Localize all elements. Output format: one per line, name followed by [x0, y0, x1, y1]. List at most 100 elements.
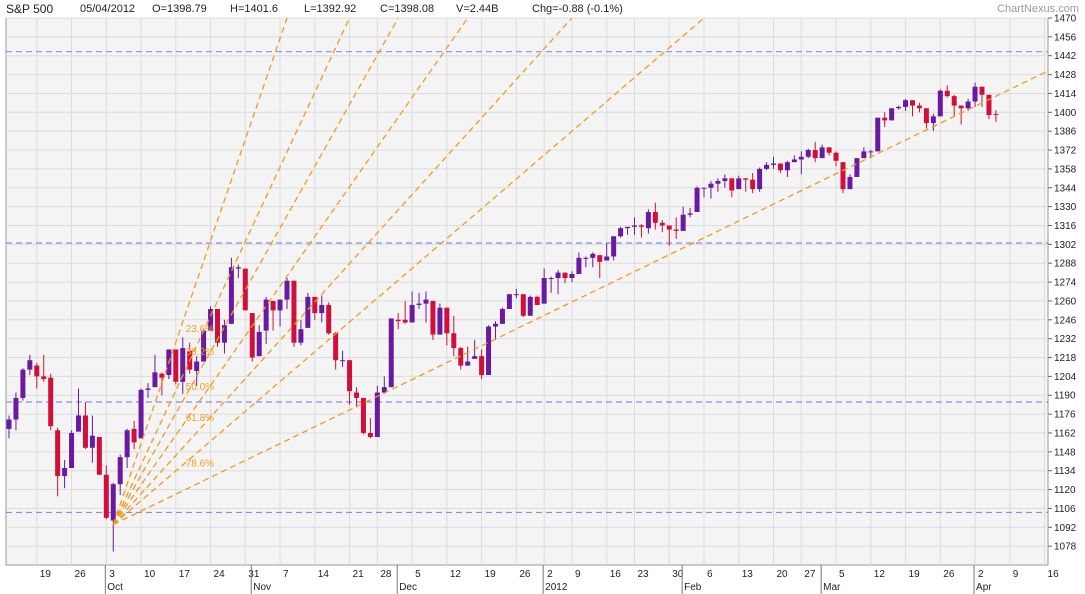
candle	[458, 346, 464, 370]
candle-body	[354, 392, 359, 398]
candle	[145, 383, 151, 398]
candle-body	[910, 100, 915, 106]
y-tick-label: 1456	[1054, 32, 1077, 43]
x-tick-label: 31	[248, 569, 260, 580]
candle	[590, 252, 596, 268]
candle	[826, 147, 832, 156]
candle-body	[312, 296, 318, 314]
candle	[402, 300, 408, 324]
candle	[96, 437, 102, 475]
chart-header: S&P 500 05/04/2012 O=1398.79 H=1401.6 L=…	[0, 0, 1085, 18]
x-tick-label: 19	[40, 569, 52, 580]
x-tick-label: 2	[978, 569, 984, 580]
x-tick-label: 3	[109, 569, 115, 580]
x-tick-label: 20	[777, 569, 789, 580]
fan-label: 61.8%	[186, 413, 214, 424]
y-tick-label: 1134	[1054, 466, 1076, 477]
candle-body	[708, 183, 714, 188]
candle-body	[27, 360, 33, 370]
candle	[638, 224, 644, 238]
candle-body	[103, 474, 109, 518]
candle-body	[194, 361, 200, 371]
month-label: Oct	[107, 582, 123, 593]
candle	[805, 148, 811, 159]
candle	[479, 349, 485, 380]
candle	[201, 329, 207, 362]
candle	[666, 225, 672, 246]
y-tick-label: 1414	[1054, 89, 1077, 100]
candle	[82, 401, 88, 450]
y-tick-label: 1386	[1054, 127, 1077, 138]
candle	[41, 354, 47, 382]
month-label: Apr	[976, 582, 992, 593]
y-tick-label: 1358	[1054, 164, 1077, 175]
plot-area	[5, 17, 1049, 566]
candle-body	[506, 294, 512, 310]
candle	[76, 388, 81, 432]
candle-body	[687, 213, 693, 215]
candle-body	[89, 435, 95, 448]
candle-body	[736, 178, 742, 190]
candle-body	[333, 333, 339, 361]
candle-body	[180, 348, 186, 382]
candle	[152, 354, 158, 388]
x-tick-label: 21	[353, 569, 365, 580]
candle	[34, 362, 40, 389]
candle	[451, 315, 457, 357]
candle	[903, 98, 909, 111]
candle-body	[861, 151, 867, 159]
candle	[673, 217, 679, 239]
candle	[541, 268, 547, 304]
candle-body	[791, 159, 797, 163]
candle	[659, 220, 665, 233]
candle	[708, 181, 714, 199]
candle-body	[395, 319, 401, 322]
x-tick-label: 26	[943, 569, 955, 580]
fan-label: 78.6%	[186, 459, 214, 470]
candle-body	[930, 116, 936, 124]
candle-body	[465, 361, 471, 366]
candle-body	[777, 163, 783, 171]
candle-body	[256, 331, 262, 357]
candle-body	[576, 257, 582, 274]
y-tick-label: 1204	[1054, 372, 1077, 383]
candle	[958, 105, 964, 125]
y-tick-label: 1190	[1054, 391, 1076, 402]
candle-body	[82, 415, 88, 448]
candle-body	[673, 229, 679, 231]
candle-body	[882, 117, 888, 121]
candle	[680, 206, 686, 231]
candle-body	[701, 187, 707, 189]
candle-body	[340, 360, 346, 362]
x-tick-label: 9	[1013, 569, 1019, 580]
candle	[840, 162, 846, 194]
candle	[645, 209, 651, 234]
symbol-label: S&P 500	[6, 2, 54, 16]
candle	[486, 325, 492, 376]
candle	[110, 482, 116, 552]
candle	[729, 178, 735, 198]
candle	[270, 300, 276, 331]
candle-body	[548, 278, 554, 280]
candle-body	[819, 147, 825, 159]
candle-body	[722, 178, 728, 182]
candle	[69, 430, 75, 468]
candle	[833, 151, 839, 167]
candle-body	[249, 313, 255, 358]
candle-body	[430, 300, 436, 335]
x-tick-label: 26	[75, 569, 87, 580]
candle	[103, 465, 109, 520]
candle	[249, 313, 255, 362]
candle-body	[951, 96, 957, 106]
candle-body	[138, 389, 144, 439]
volume-label: V=2.44B	[456, 3, 499, 15]
candle	[798, 151, 804, 175]
candle-body	[840, 162, 846, 190]
x-tick-label: 5	[415, 569, 421, 580]
x-tick-label: 12	[874, 569, 886, 580]
brand-watermark: ChartNexus.com	[997, 3, 1079, 15]
candle-body	[472, 356, 478, 359]
candle-body	[493, 323, 498, 327]
y-tick-label: 1120	[1054, 485, 1076, 496]
